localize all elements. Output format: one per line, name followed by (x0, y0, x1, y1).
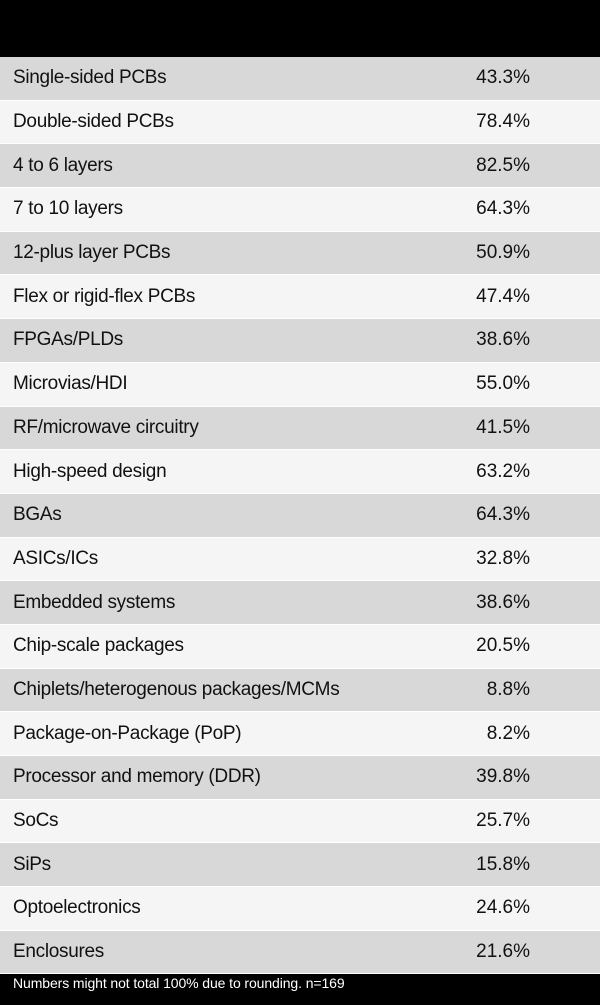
row-value: 64.3% (476, 504, 530, 526)
row-label: 12-plus layer PCBs (13, 242, 171, 264)
row-value: 43.3% (476, 67, 530, 89)
row-label: Enclosures (13, 941, 104, 963)
row-label: Microvias/HDI (13, 373, 128, 395)
row-label: 7 to 10 layers (13, 198, 123, 220)
table-row: High-speed design 63.2% (0, 450, 600, 494)
table-row: Embedded systems 38.6% (0, 581, 600, 625)
row-value: 8.2% (486, 722, 530, 744)
row-label: RF/microwave circuitry (13, 416, 199, 438)
row-value: 50.9% (476, 242, 530, 264)
header-band (0, 0, 600, 57)
row-value: 25.7% (476, 810, 530, 832)
row-value: 8.8% (486, 678, 530, 700)
table-row: Processor and memory (DDR) 39.8% (0, 756, 600, 800)
table-row: RF/microwave circuitry 41.5% (0, 406, 600, 451)
row-value: 32.8% (476, 547, 530, 569)
row-value: 38.6% (476, 329, 530, 351)
table-row: Chiplets/heterogenous packages/MCMs 8.8% (0, 668, 600, 713)
table-row: Package-on-Package (PoP) 8.2% (0, 712, 600, 756)
table-row: BGAs 64.3% (0, 493, 600, 538)
row-value: 63.2% (476, 460, 530, 482)
table-row: Enclosures 21.6% (0, 930, 600, 975)
row-label: SoCs (13, 810, 59, 832)
footnote: Numbers might not total 100% due to roun… (13, 975, 345, 991)
row-label: High-speed design (13, 460, 167, 482)
row-label: BGAs (13, 504, 62, 526)
row-label: Embedded systems (13, 591, 176, 613)
row-value: 20.5% (476, 635, 530, 657)
data-table: Single-sided PCBs 43.3% Double-sided PCB… (0, 57, 600, 975)
row-value: 47.4% (476, 285, 530, 307)
row-value: 78.4% (476, 111, 530, 133)
row-label: Chip-scale packages (13, 635, 184, 657)
row-value: 82.5% (476, 154, 530, 176)
row-value: 55.0% (476, 373, 530, 395)
row-value: 39.8% (476, 766, 530, 788)
row-label: Package-on-Package (PoP) (13, 722, 242, 744)
row-label: Single-sided PCBs (13, 67, 167, 89)
table-row: Optoelectronics 24.6% (0, 887, 600, 931)
row-value: 24.6% (476, 897, 530, 919)
row-value: 38.6% (476, 591, 530, 613)
table-row: Single-sided PCBs 43.3% (0, 57, 600, 101)
table-row: Chip-scale packages 20.5% (0, 624, 600, 669)
row-label: Processor and memory (DDR) (13, 766, 261, 788)
row-value: 64.3% (476, 198, 530, 220)
row-label: 4 to 6 layers (13, 154, 113, 176)
table-row: ASICs/ICs 32.8% (0, 537, 600, 582)
row-label: Optoelectronics (13, 897, 141, 919)
table-row: 4 to 6 layers 82.5% (0, 144, 600, 189)
table-row: 12-plus layer PCBs 50.9% (0, 231, 600, 276)
row-value: 21.6% (476, 941, 530, 963)
row-label: Flex or rigid-flex PCBs (13, 285, 196, 307)
table-row: Microvias/HDI 55.0% (0, 362, 600, 407)
table-row: 7 to 10 layers 64.3% (0, 188, 600, 232)
row-label: ASICs/ICs (13, 547, 98, 569)
row-label: FPGAs/PLDs (13, 329, 123, 351)
table-row: SoCs 25.7% (0, 799, 600, 844)
table-row: Flex or rigid-flex PCBs 47.4% (0, 275, 600, 320)
table-row: FPGAs/PLDs 38.6% (0, 319, 600, 363)
row-value: 15.8% (476, 853, 530, 875)
row-label: SiPs (13, 853, 51, 875)
row-label: Double-sided PCBs (13, 111, 174, 133)
row-label: Chiplets/heterogenous packages/MCMs (13, 678, 340, 700)
table-row: Double-sided PCBs 78.4% (0, 100, 600, 145)
row-value: 41.5% (476, 416, 530, 438)
table-row: SiPs 15.8% (0, 843, 600, 888)
